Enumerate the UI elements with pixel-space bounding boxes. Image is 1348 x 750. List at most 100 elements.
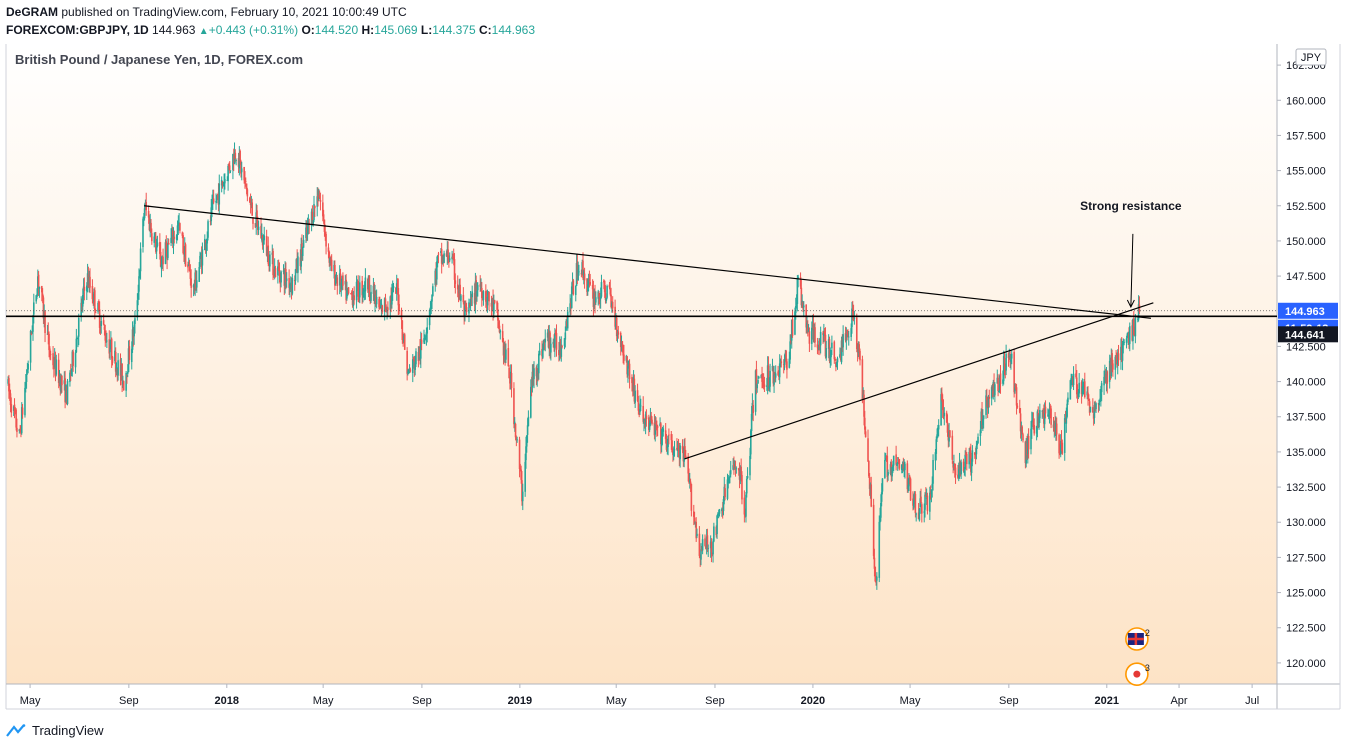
candle-body [279,274,282,284]
candle-body [608,284,611,288]
candle-body [38,286,41,289]
candle-body [1120,345,1123,361]
candle-body [586,278,588,292]
last-price-tag: 144.963 [1285,306,1325,318]
tradingview-brand[interactable]: TradingView [6,723,104,738]
annotation-text[interactable]: Strong resistance [1080,199,1182,213]
candle-body [132,329,135,338]
candle-body [825,348,828,358]
candle-body [91,286,94,300]
candle-body [341,276,343,283]
candle-body [529,386,532,418]
candle-body [411,359,414,373]
candle-body [1116,354,1119,365]
level-price-tag: 144.641 [1285,329,1325,341]
candle-body [749,430,752,455]
candle-body [81,295,84,307]
candle-body [552,341,555,345]
candle-body [842,334,844,348]
candle-body [785,350,787,363]
currency-label[interactable]: JPY [1301,52,1322,64]
candle-body [749,456,751,476]
candle-body [165,241,168,251]
candle-body [957,474,959,478]
y-tick-label: 155.000 [1286,166,1326,178]
candle-body [114,351,117,372]
author-name[interactable]: DeGRAM [6,5,59,19]
candle-body [457,290,460,294]
candle-body [782,364,785,366]
candle-body [829,355,832,362]
trendline-support[interactable] [684,302,1154,460]
candle-body [329,258,331,263]
x-tick-label: 2018 [215,695,239,707]
symbol-label[interactable]: FOREXCOM:GBPJPY, 1D [6,23,149,37]
candle-body [151,233,153,242]
candle-body [192,285,195,288]
candle-body [745,478,748,494]
currency-box[interactable] [1295,48,1327,66]
candle-body [1121,343,1124,361]
candle-body [509,371,512,383]
candle-body [164,242,167,264]
candle-body [403,335,405,342]
candle-body [794,306,797,313]
candle-body [273,274,275,276]
candle-body [211,201,213,208]
candle-body [897,460,900,462]
candle-body [827,339,830,349]
candle-body [74,352,77,368]
candle-body [881,478,884,492]
candle-body [958,461,961,472]
candle-body [425,332,428,338]
candle-body [1089,406,1092,413]
candle-body [44,311,46,334]
candle-body [1042,411,1044,413]
chart-area[interactable]: British Pound / Japanese Yen, 1D, FOREX.… [0,42,1348,750]
candle-body [81,303,83,307]
x-tick-label: Sep [119,695,139,707]
candle-body [492,297,494,312]
candle-body [334,278,337,284]
candle-body [82,286,85,295]
candle-body [987,396,990,408]
candle-body [387,307,389,311]
candle-body [1131,325,1133,341]
candle-body [508,367,510,379]
candle-body [598,293,600,298]
candle-body [577,269,579,281]
candle-body [201,249,204,266]
candle-body [228,164,230,167]
candle-body [710,542,713,553]
candle-body [217,192,220,205]
candle-body [642,406,645,422]
candle-body [295,259,298,271]
price-chart[interactable]: British Pound / Japanese Yen, 1D, FOREX.… [0,42,1348,714]
candle-body [126,374,128,376]
candle-body [946,422,949,433]
candle-body [671,440,673,452]
candle-body [293,279,296,282]
candle-body [314,205,316,209]
candle-body [542,348,544,358]
trendline-resistance[interactable] [144,205,1152,319]
candle-body [256,210,258,220]
candle-body [649,416,652,425]
candle-body [251,202,253,216]
candle-body [401,320,404,341]
candle-body [979,429,982,436]
y-tick-label: 130.000 [1286,517,1326,529]
candle-body [834,358,836,361]
candle-body [817,346,820,349]
candle-body [336,277,339,286]
candle-body [1015,387,1018,406]
candle-body [878,521,881,578]
candle-body [1092,413,1095,419]
candle-body [1070,377,1072,381]
candle-body [795,302,798,308]
candle-body [920,496,922,503]
candle-body [243,166,245,181]
candle-body [845,334,848,341]
candle-body [1137,304,1140,320]
candle-body [767,365,770,387]
